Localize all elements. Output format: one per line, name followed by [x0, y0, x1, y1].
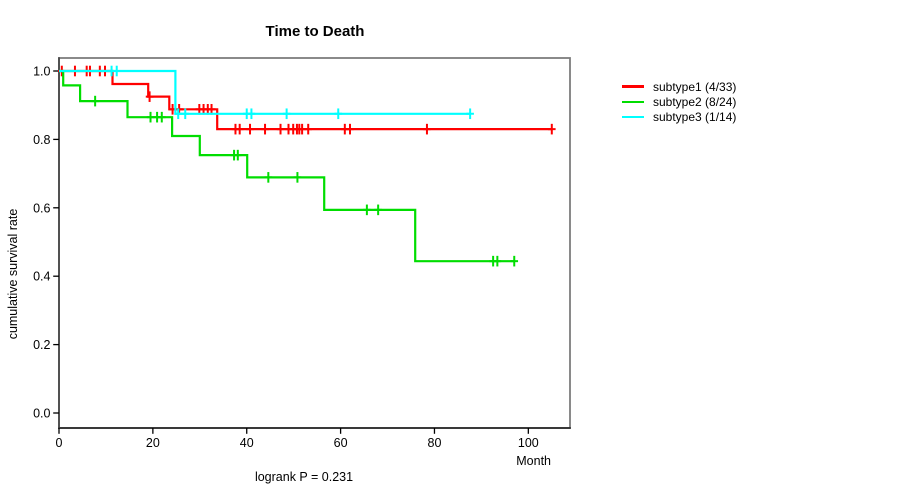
legend-label-subtype3: subtype3 (1/14) — [653, 110, 737, 125]
legend-item-subtype2: subtype2 (8/24) — [622, 94, 736, 109]
y-tick-label: 0.2 — [33, 338, 50, 352]
x-tick-label: 80 — [428, 436, 442, 450]
y-tick-label: 0.4 — [33, 270, 50, 284]
legend: subtype1 (4/33) subtype2 (8/24) subtype3… — [622, 79, 736, 125]
x-tick-label: 60 — [334, 436, 348, 450]
survival-curve-subtype2 — [59, 69, 515, 263]
chart-title: Time to Death — [265, 23, 365, 40]
legend-item-subtype3: subtype3 (1/14) — [622, 110, 736, 125]
x-tick-label: 100 — [518, 436, 539, 450]
logrank-p-note: logrank P = 0.231 — [254, 470, 354, 484]
legend-label-subtype1: subtype1 (4/33) — [653, 79, 737, 94]
legend-line-swatch-subtype1 — [622, 85, 644, 88]
legend-line-swatch-subtype3 — [622, 115, 644, 119]
survival-curve-subtype3 — [59, 69, 471, 115]
legend-line-swatch-subtype2 — [622, 100, 644, 104]
x-tick-label: 0 — [56, 436, 63, 450]
y-tick-label: 1.0 — [33, 65, 50, 79]
x-axis-label: Month — [516, 454, 551, 468]
legend-item-subtype1: subtype1 (4/33) — [622, 79, 736, 94]
y-tick-label: 0.6 — [33, 201, 50, 215]
x-tick-label: 20 — [146, 436, 160, 450]
legend-label-subtype2: subtype2 (8/24) — [653, 94, 737, 109]
y-tick-label: 0.8 — [33, 133, 50, 147]
x-tick-label: 40 — [240, 436, 254, 450]
survival-curve-subtype1 — [59, 69, 552, 131]
y-tick-label: 0.0 — [33, 407, 50, 421]
